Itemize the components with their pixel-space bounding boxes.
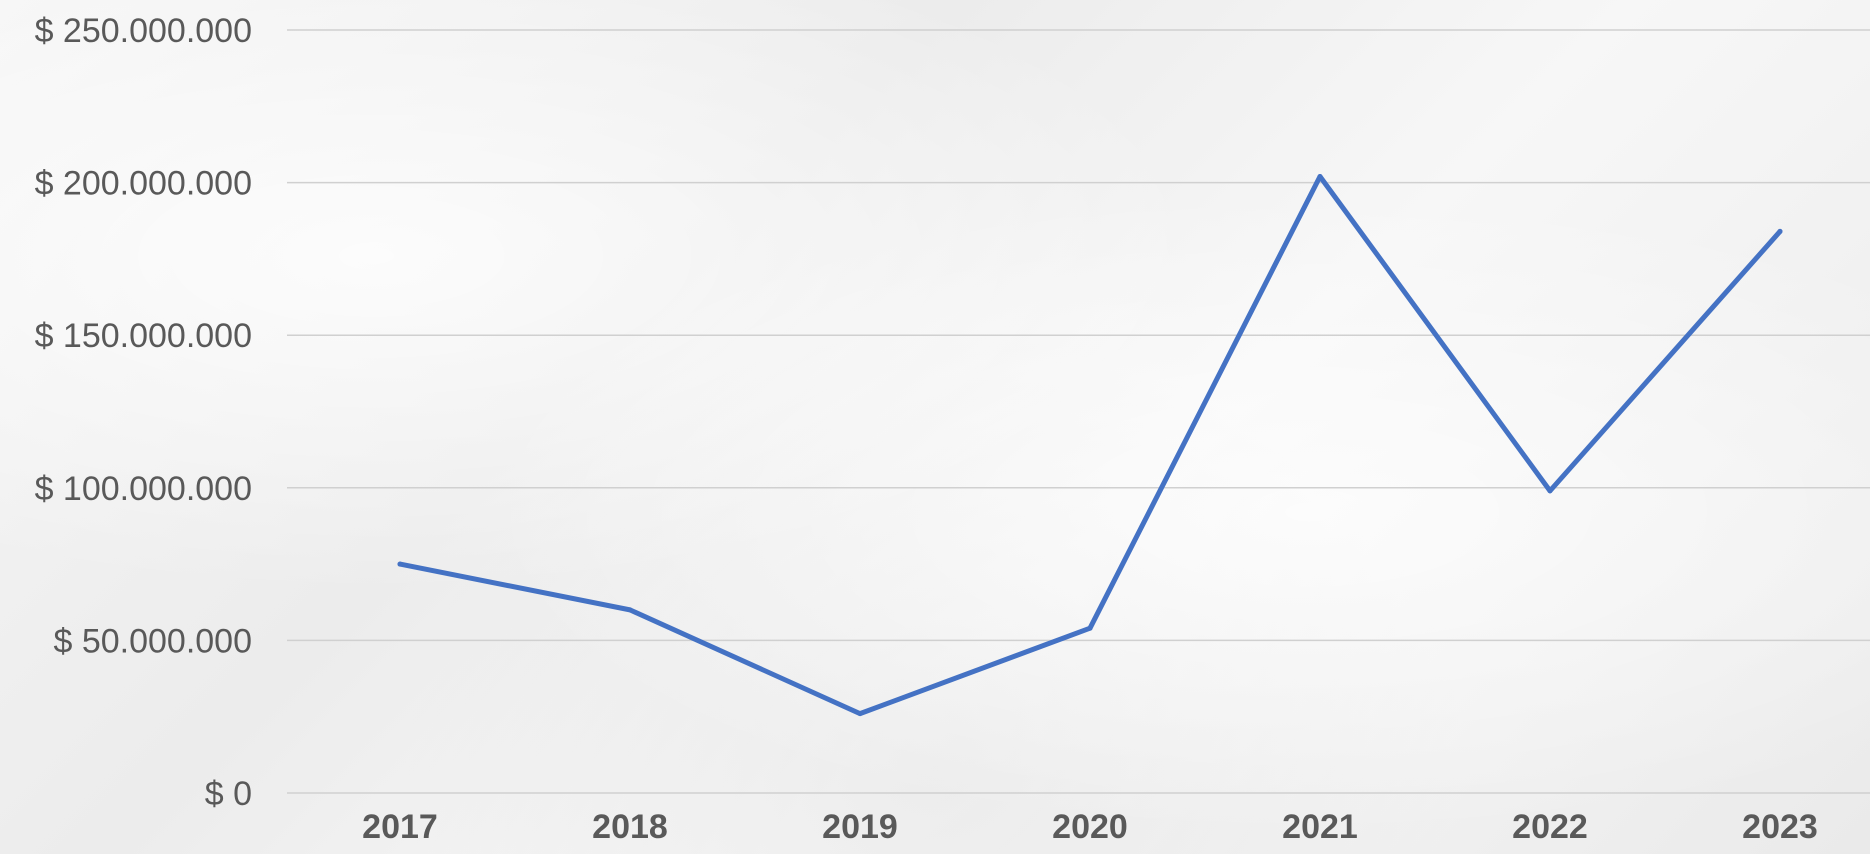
x-tick-label: 2021: [1282, 808, 1358, 846]
data-point: [627, 607, 633, 613]
data-point: [1777, 228, 1783, 234]
y-tick-label: $ 200.000.000: [35, 165, 252, 203]
series-layer: [397, 173, 1783, 717]
data-point: [1317, 173, 1323, 179]
x-tick-label: 2022: [1512, 808, 1588, 846]
data-point: [1087, 625, 1093, 631]
x-tick-label: 2018: [592, 808, 668, 846]
y-tick-label: $ 0: [205, 775, 252, 813]
x-tick-label: 2019: [822, 808, 898, 846]
data-point: [1547, 488, 1553, 494]
x-tick-label: 2023: [1742, 808, 1818, 846]
y-tick-label: $ 50.000.000: [53, 622, 252, 660]
x-tick-label: 2020: [1052, 808, 1128, 846]
data-point: [397, 561, 403, 567]
x-tick-label: 2017: [362, 808, 438, 846]
x-axis-tick-labels: 2017 2018 2019 2020 2021 2022 2023: [362, 808, 1818, 846]
y-tick-label: $ 250.000.000: [35, 12, 252, 50]
data-point: [857, 711, 863, 717]
y-tick-label: $ 150.000.000: [35, 317, 252, 355]
series-line: [397, 173, 1783, 717]
gridlines: [287, 29, 1870, 794]
y-axis-tick-labels: $ 0 $ 50.000.000 $ 100.000.000 $ 150.000.00…: [35, 12, 252, 813]
y-tick-label: $ 100.000.000: [35, 470, 252, 508]
